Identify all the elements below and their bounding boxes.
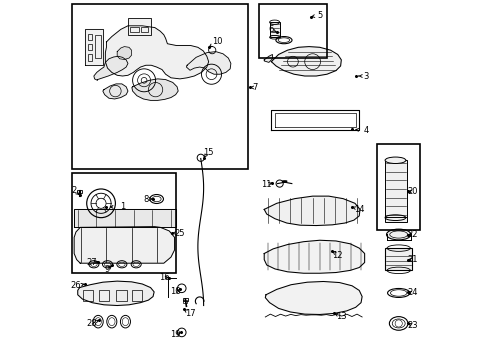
Text: 1: 1	[120, 202, 125, 211]
Text: 16: 16	[159, 273, 169, 282]
Polygon shape	[74, 226, 174, 263]
Bar	[269, 22, 279, 37]
Bar	[88, 44, 92, 50]
Polygon shape	[264, 240, 364, 273]
Bar	[183, 298, 187, 301]
Polygon shape	[78, 281, 154, 306]
Bar	[95, 35, 101, 58]
Bar	[258, 4, 326, 58]
Text: 3: 3	[363, 72, 368, 81]
Text: 2: 2	[71, 186, 77, 195]
Polygon shape	[271, 46, 341, 76]
Polygon shape	[74, 210, 175, 227]
Text: 13: 13	[335, 312, 346, 321]
Bar	[88, 54, 92, 60]
Bar	[99, 291, 109, 301]
Text: 17: 17	[184, 309, 195, 318]
Text: 5: 5	[317, 10, 322, 19]
Text: 24: 24	[406, 288, 417, 297]
Text: 4: 4	[363, 126, 368, 135]
Bar	[384, 248, 411, 270]
Bar	[88, 35, 92, 40]
Bar	[128, 18, 151, 35]
Polygon shape	[132, 79, 178, 100]
Text: 21: 21	[406, 255, 417, 264]
Ellipse shape	[384, 157, 405, 163]
Polygon shape	[186, 51, 230, 74]
Polygon shape	[85, 30, 102, 65]
Text: 10: 10	[211, 37, 222, 46]
Bar	[131, 291, 142, 301]
Polygon shape	[94, 56, 128, 80]
Text: 7: 7	[252, 83, 257, 92]
Bar	[72, 4, 247, 169]
Bar	[376, 144, 419, 230]
Polygon shape	[102, 84, 128, 99]
Polygon shape	[265, 282, 362, 315]
Polygon shape	[264, 54, 272, 62]
Text: 22: 22	[406, 230, 417, 239]
Bar	[384, 217, 406, 222]
Bar	[183, 301, 187, 303]
Bar	[384, 160, 406, 218]
Text: 11: 11	[260, 180, 271, 189]
Text: 9: 9	[104, 265, 110, 274]
Text: 19: 19	[170, 330, 181, 339]
Text: 12: 12	[332, 251, 342, 260]
Text: 18: 18	[170, 287, 181, 296]
Text: 27: 27	[86, 258, 97, 267]
Text: 20: 20	[406, 187, 417, 196]
Text: 14: 14	[353, 205, 364, 214]
Text: 8: 8	[143, 194, 148, 203]
Text: 15: 15	[202, 148, 213, 157]
Bar	[130, 27, 139, 32]
Text: 25: 25	[174, 229, 184, 238]
Bar	[140, 27, 147, 32]
Text: 23: 23	[406, 321, 417, 330]
Ellipse shape	[386, 229, 410, 240]
Bar	[77, 190, 82, 193]
Bar	[116, 291, 126, 301]
Bar	[83, 291, 93, 301]
Polygon shape	[105, 26, 208, 79]
Polygon shape	[264, 196, 359, 226]
Bar	[72, 173, 176, 273]
Polygon shape	[117, 46, 131, 59]
Text: 28: 28	[86, 319, 97, 328]
Text: 6: 6	[267, 25, 273, 34]
Text: 26: 26	[70, 281, 81, 290]
